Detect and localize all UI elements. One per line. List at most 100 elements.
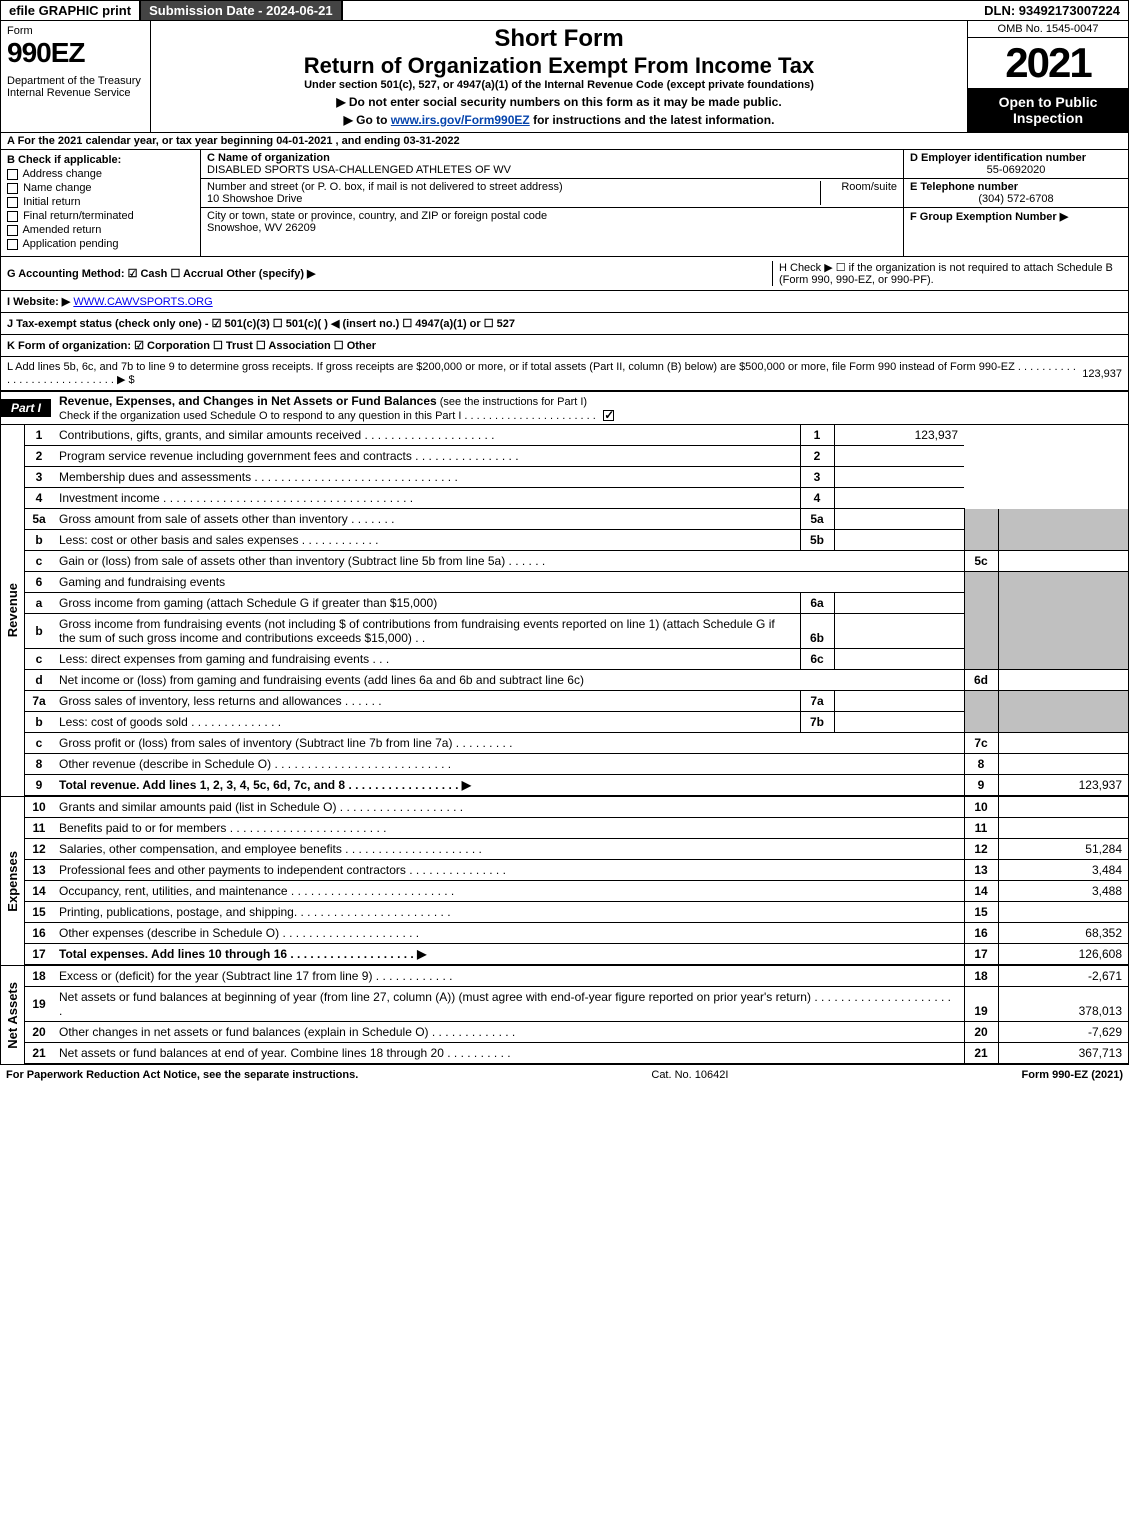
desc: Total expenses. Add lines 10 through 16 … xyxy=(53,944,964,965)
iamt xyxy=(834,509,964,530)
ln: 1 xyxy=(25,425,53,446)
line-3: 3Membership dues and assessments . . . .… xyxy=(25,467,1128,488)
part-i-check: Check if the organization used Schedule … xyxy=(59,410,596,422)
desc: Gaming and fundraising events xyxy=(53,572,964,593)
department: Department of the Treasury Internal Reve… xyxy=(7,75,144,99)
part-i-sub: (see the instructions for Part I) xyxy=(437,396,587,408)
chk-label: Final return/terminated xyxy=(23,210,134,222)
ln: 8 xyxy=(25,754,53,775)
ln: 12 xyxy=(25,839,53,860)
amt xyxy=(998,902,1128,923)
box: 21 xyxy=(964,1043,998,1064)
amt xyxy=(998,670,1128,691)
chk-name-change[interactable]: Name change xyxy=(7,182,194,194)
amt: 68,352 xyxy=(998,923,1128,944)
ln: a xyxy=(25,593,53,614)
line-7a: 7aGross sales of inventory, less returns… xyxy=(25,691,1128,712)
line-12: 12Salaries, other compensation, and empl… xyxy=(25,839,1128,860)
revenue-vlabel-col: Revenue xyxy=(1,425,25,796)
chk-amended-return[interactable]: Amended return xyxy=(7,224,194,236)
section-def: D Employer identification number 55-0692… xyxy=(903,150,1128,256)
website-link[interactable]: WWW.CAWVSPORTS.ORG xyxy=(73,296,212,308)
chk-address-change[interactable]: Address change xyxy=(7,168,194,180)
tel-value: (304) 572-6708 xyxy=(910,193,1122,205)
amt xyxy=(834,467,964,488)
desc: Gross profit or (loss) from sales of inv… xyxy=(53,733,964,754)
chk-label: Initial return xyxy=(23,196,80,208)
ibox: 5a xyxy=(800,509,834,530)
row-gh: G Accounting Method: ☑ Cash ☐ Accrual Ot… xyxy=(0,257,1129,291)
line-6c: cLess: direct expenses from gaming and f… xyxy=(25,649,1128,670)
tax-year: 2021 xyxy=(968,38,1128,88)
ln: d xyxy=(25,670,53,691)
amt xyxy=(998,818,1128,839)
shaded xyxy=(964,691,998,733)
netassets-label: Net Assets xyxy=(5,982,20,1049)
box: 5c xyxy=(964,551,998,572)
chk-application-pending[interactable]: Application pending xyxy=(7,238,194,250)
city-state-zip: Snowshoe, WV 26209 xyxy=(207,222,316,234)
line-7c: cGross profit or (loss) from sales of in… xyxy=(25,733,1128,754)
ln: 21 xyxy=(25,1043,53,1064)
box: 17 xyxy=(964,944,998,965)
amt: 123,937 xyxy=(834,425,964,446)
desc: Excess or (deficit) for the year (Subtra… xyxy=(53,966,964,987)
desc: Net assets or fund balances at end of ye… xyxy=(53,1043,964,1064)
amt xyxy=(998,754,1128,775)
amt: 123,937 xyxy=(998,775,1128,796)
part-i-tab: Part I xyxy=(1,399,51,417)
part-i-title-text: Revenue, Expenses, and Changes in Net As… xyxy=(59,394,437,408)
chk-initial-return[interactable]: Initial return xyxy=(7,196,194,208)
line-4: 4Investment income . . . . . . . . . . .… xyxy=(25,488,1128,509)
box: 9 xyxy=(964,775,998,796)
amt: 378,013 xyxy=(998,987,1128,1022)
ibox: 7a xyxy=(800,691,834,712)
line-8: 8Other revenue (describe in Schedule O) … xyxy=(25,754,1128,775)
ln: 5a xyxy=(25,509,53,530)
irs-link[interactable]: www.irs.gov/Form990EZ xyxy=(391,113,530,127)
form-header: Form 990EZ Department of the Treasury In… xyxy=(0,21,1129,133)
desc: Other revenue (describe in Schedule O) .… xyxy=(53,754,964,775)
ibox: 6a xyxy=(800,593,834,614)
amt: 51,284 xyxy=(998,839,1128,860)
box: 11 xyxy=(964,818,998,839)
part-i-checkbox[interactable] xyxy=(603,410,614,421)
revenue-table: 1Contributions, gifts, grants, and simil… xyxy=(25,425,1128,796)
f-group: F Group Exemption Number ▶ xyxy=(904,208,1128,256)
c-name-label: C Name of organization xyxy=(207,152,330,164)
ibox: 6b xyxy=(800,614,834,649)
box: 3 xyxy=(800,467,834,488)
goto-pre: ▶ Go to xyxy=(344,113,391,127)
chk-final-return[interactable]: Final return/terminated xyxy=(7,210,194,222)
shaded-amt xyxy=(998,691,1128,733)
ln: b xyxy=(25,712,53,733)
amt: -7,629 xyxy=(998,1022,1128,1043)
box: 16 xyxy=(964,923,998,944)
ln: c xyxy=(25,733,53,754)
ibox: 6c xyxy=(800,649,834,670)
ln: 18 xyxy=(25,966,53,987)
ln: 7a xyxy=(25,691,53,712)
ln: 14 xyxy=(25,881,53,902)
line-6a: aGross income from gaming (attach Schedu… xyxy=(25,593,1128,614)
expenses-vlabel-col: Expenses xyxy=(1,797,25,965)
part-i-title: Revenue, Expenses, and Changes in Net As… xyxy=(51,392,1128,424)
desc: Gross income from fundraising events (no… xyxy=(53,614,800,649)
chk-label: Address change xyxy=(22,168,102,180)
line-21: 21Net assets or fund balances at end of … xyxy=(25,1043,1128,1064)
row-k: K Form of organization: ☑ Corporation ☐ … xyxy=(0,335,1129,357)
box: 7c xyxy=(964,733,998,754)
desc: Professional fees and other payments to … xyxy=(53,860,964,881)
desc: Net assets or fund balances at beginning… xyxy=(53,987,964,1022)
c-street: Number and street (or P. O. box, if mail… xyxy=(201,179,903,208)
netassets-vlabel-col: Net Assets xyxy=(1,966,25,1064)
line-9: 9Total revenue. Add lines 1, 2, 3, 4, 5c… xyxy=(25,775,1128,796)
row-i: I Website: ▶ WWW.CAWVSPORTS.ORG xyxy=(0,291,1129,313)
expenses-label: Expenses xyxy=(5,851,20,912)
header-center: Short Form Return of Organization Exempt… xyxy=(151,21,968,132)
line-15: 15Printing, publications, postage, and s… xyxy=(25,902,1128,923)
efile-label[interactable]: efile GRAPHIC print xyxy=(1,1,141,20)
l-text: L Add lines 5b, 6c, and 7b to line 9 to … xyxy=(7,361,1079,386)
goto-note: ▶ Go to www.irs.gov/Form990EZ for instru… xyxy=(159,113,959,127)
box: 15 xyxy=(964,902,998,923)
